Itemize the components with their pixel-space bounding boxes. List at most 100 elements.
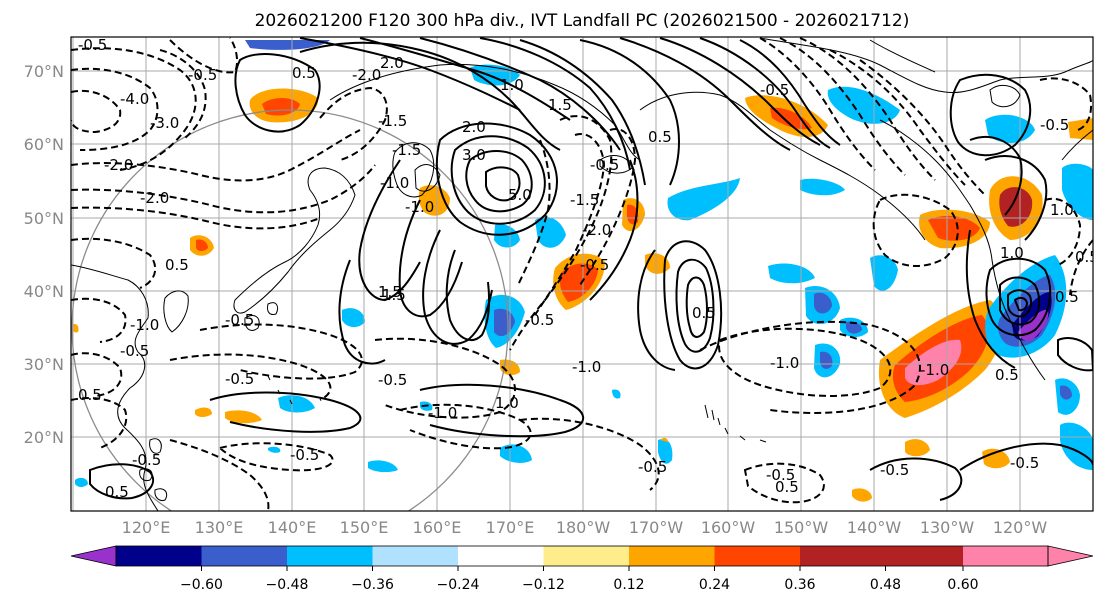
contour-label: -0.5 [580, 256, 609, 274]
colorbar: −0.60 −0.48 −0.36 −0.24 −0.12 0.12 0.24 … [70, 545, 1094, 593]
colorbar-extend-left [70, 545, 117, 567]
contour-label: -4.0 [120, 90, 149, 108]
colorbar-segment [714, 546, 800, 566]
shade-purple [1018, 309, 1049, 341]
shade-blue [846, 321, 862, 334]
shade-firebrick [999, 187, 1033, 227]
colorbar-ticks [201, 566, 964, 571]
shade-cyan [870, 255, 898, 291]
colorbar-tick-label: −0.36 [351, 577, 394, 593]
shade-cyan [535, 216, 566, 248]
colorbar-tick-label: −0.48 [266, 577, 309, 593]
contour-label: -1.0 [380, 174, 409, 192]
contour-label: 1.0 [1050, 201, 1074, 219]
lon-label-170w: 170°W [629, 518, 684, 537]
shade-cyan [658, 439, 673, 464]
lon-label-120w: 120°W [993, 518, 1048, 537]
contour-label: 2.0 [380, 54, 404, 72]
shade-cyan [75, 477, 88, 487]
lat-label-50n: 50°N [24, 209, 64, 228]
graticule [71, 37, 1093, 511]
contour-label: 0.5 [775, 478, 799, 496]
colorbar-segment [543, 546, 629, 566]
contour-label: -0.5 [225, 311, 254, 329]
shade-blue [245, 40, 330, 50]
colorbar-tick-label: 0.24 [699, 577, 730, 593]
contour-label: -2.0 [140, 189, 169, 207]
contour-label: 0.5 [648, 128, 672, 146]
contour-label: -0.5 [590, 156, 619, 174]
colorbar-tick-label: −0.12 [522, 577, 565, 593]
contour-label: -0.5 [225, 370, 254, 388]
lon-label-130e: 130°E [195, 518, 244, 537]
lon-label-160e: 160°E [413, 518, 462, 537]
colorbar-tick-label: −0.24 [437, 577, 480, 593]
contour-label: 0.5 [995, 366, 1019, 384]
contour-label: 0.5 [78, 386, 102, 404]
contour-label: -0.5 [638, 458, 667, 476]
shade-cyan [500, 444, 532, 463]
contour-label: -1.5 [392, 141, 421, 159]
contour-label: 0.5 [292, 64, 316, 82]
contour-label: -2.0 [582, 221, 611, 239]
contour-label: 2.0 [462, 118, 486, 136]
contour-label: 0.5 [1055, 288, 1079, 306]
contour-label: 1.5 [382, 286, 406, 304]
shade-cyan [342, 308, 365, 328]
shade-orange [225, 410, 262, 424]
contour-label: 1.5 [378, 283, 402, 301]
lat-label-20n: 20°N [24, 428, 64, 447]
shade-cyan [800, 178, 845, 196]
shade-red [928, 215, 980, 241]
longitude-labels: 120°E 130°E 140°E 150°E 160°E 170°E 180°… [122, 518, 1048, 537]
lat-label-30n: 30°N [24, 355, 64, 374]
contour-label: 0.5 [692, 304, 716, 322]
contour-label: -3.0 [150, 114, 179, 132]
contour-label: -1.5 [378, 112, 407, 130]
colorbar-tick-label: 0.60 [947, 577, 978, 593]
shade-orange [905, 439, 930, 457]
contour-label: 5.0 [508, 186, 532, 204]
colorbar-tick-label: 0.36 [784, 577, 815, 593]
colorbar-segment [800, 546, 886, 566]
map-title: 2026021200 F120 300 hPa div., IVT Landfa… [255, 11, 910, 31]
lat-label-40n: 40°N [24, 282, 64, 301]
colorbar-segment [372, 546, 458, 566]
contour-lines [71, 37, 1093, 511]
contour-label: -1.5 [570, 191, 599, 209]
shade-cyan [278, 395, 315, 413]
contour-label: -1.0 [428, 404, 457, 422]
shade-orange [982, 448, 1010, 469]
shade-blue [814, 292, 832, 314]
shade-cyan [494, 224, 520, 248]
contour-label: -0.5 [1010, 454, 1039, 472]
contour-label: -1.0 [920, 361, 949, 379]
lon-label-170e: 170°E [486, 518, 535, 537]
shade-cyan [612, 389, 621, 399]
colorbar-tick-label: 0.12 [613, 577, 644, 593]
lat-label-60n: 60°N [24, 135, 64, 154]
shade-cyan [368, 460, 398, 473]
shade-blue [1060, 385, 1072, 400]
shade-cyan [268, 446, 281, 453]
contour-label: -0.5 [525, 311, 554, 329]
shade-orange [195, 407, 212, 417]
contour-label: -1.0 [770, 354, 799, 372]
contour-label: -0.5 [120, 342, 149, 360]
contour-label: 0.5 [1075, 248, 1099, 266]
lon-label-140w: 140°W [847, 518, 902, 537]
shade-blue [820, 351, 833, 369]
contour-label: -2.0 [352, 66, 381, 84]
shade-orange [852, 488, 872, 502]
lat-label-70n: 70°N [24, 62, 64, 81]
range-circle [71, 109, 509, 511]
colorbar-tick-label: 0.48 [870, 577, 901, 593]
lon-label-120e: 120°E [122, 518, 171, 537]
shade-cyan [1060, 422, 1093, 470]
colorbar-tick-label: −0.60 [180, 577, 223, 593]
contour-label: -0.5 [378, 371, 407, 389]
contour-label: 0.5 [165, 256, 189, 274]
colorbar-segment [116, 546, 202, 566]
contour-label: 1.0 [1000, 244, 1024, 262]
